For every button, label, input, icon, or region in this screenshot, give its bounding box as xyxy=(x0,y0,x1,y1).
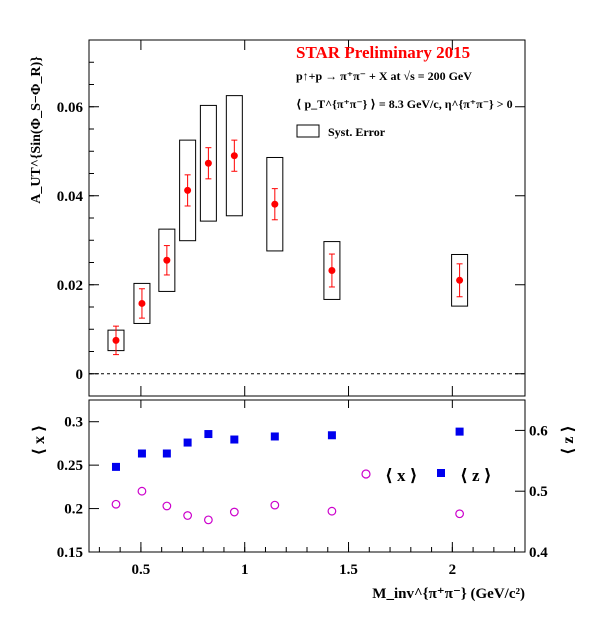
mean-z-point xyxy=(111,462,120,471)
x-tick-label: 2 xyxy=(449,562,457,578)
legend-syst-box xyxy=(296,124,320,138)
aut-data-point xyxy=(271,200,279,208)
aut-data-point xyxy=(112,336,120,344)
aut-data-point xyxy=(456,276,464,284)
legend-z-label: ⟨ z ⟩ xyxy=(460,466,492,485)
kinematics-annotation: ⟨ p_T^{π⁺π⁻} ⟩ = 8.3 GeV/c, η^{π⁺π⁻} > 0 xyxy=(296,97,513,111)
bottom-left-ytick-label: 0.3 xyxy=(64,415,83,431)
bottom-right-ytick-label: 0.6 xyxy=(529,423,548,439)
mean-x-point xyxy=(270,500,280,510)
syst-error-box xyxy=(323,241,341,300)
syst-error-box xyxy=(266,156,284,252)
mean-x-point xyxy=(111,499,121,509)
x-tick-label: 0.5 xyxy=(132,562,151,578)
mean-z-point xyxy=(204,430,213,439)
mean-x-point xyxy=(455,509,465,519)
syst-error-box xyxy=(179,139,197,242)
mean-z-point xyxy=(455,427,464,436)
bottom-left-ylabel: ⟨ x ⟩ xyxy=(31,425,48,456)
chart-title: STAR Preliminary 2015 xyxy=(296,43,470,62)
top-ytick-label: 0.02 xyxy=(57,278,83,294)
bottom-right-ytick-label: 0.5 xyxy=(529,484,548,500)
top-ytick-label: 0 xyxy=(76,367,84,383)
bottom-left-ytick-label: 0.25 xyxy=(57,458,83,474)
bottom-left-ytick-label: 0.2 xyxy=(64,502,83,518)
top-ytick-label: 0.04 xyxy=(57,189,84,205)
aut-data-point xyxy=(163,256,171,264)
mean-x-point xyxy=(162,501,172,511)
aut-data-point xyxy=(204,159,212,167)
mean-z-point xyxy=(183,438,192,447)
aut-data-point xyxy=(328,267,336,275)
mean-x-point xyxy=(137,486,147,496)
mean-z-point xyxy=(137,449,146,458)
syst-error-box xyxy=(451,253,469,307)
mean-z-point xyxy=(327,431,336,440)
mean-x-point xyxy=(229,507,239,517)
bottom-left-ytick-label: 0.15 xyxy=(57,545,83,561)
top-ylabel: A_UT^{Sin(Φ_S−Φ_R)} xyxy=(29,56,44,204)
bottom-right-ytick-label: 0.4 xyxy=(529,545,548,561)
aut-data-point xyxy=(138,299,146,307)
x-axis-label: M_inv^{π⁺π⁻} (GeV/c²) xyxy=(372,586,525,602)
syst-error-box xyxy=(133,282,151,324)
mean-z-point xyxy=(230,435,239,444)
x-tick-label: 1 xyxy=(241,562,249,578)
mean-z-point xyxy=(270,432,279,441)
legend-x-marker xyxy=(361,469,371,479)
legend-syst-label: Syst. Error xyxy=(328,125,386,139)
mean-x-point xyxy=(203,515,213,525)
legend-z-marker xyxy=(437,469,445,477)
top-ytick-label: 0.06 xyxy=(57,100,84,116)
bottom-right-ylabel: ⟨ z ⟩ xyxy=(560,425,577,455)
mean-x-point xyxy=(183,511,193,520)
x-tick-label: 1.5 xyxy=(339,562,358,578)
aut-data-point xyxy=(230,152,238,160)
syst-error-box xyxy=(199,104,217,222)
aut-data-point xyxy=(184,186,192,194)
syst-error-box xyxy=(158,228,176,292)
syst-error-box xyxy=(225,95,243,217)
reaction-annotation: p↑+p → π⁺π⁻ + X at √s = 200 GeV xyxy=(296,69,472,83)
mean-x-point xyxy=(327,506,337,516)
legend-x-label: ⟨ x ⟩ xyxy=(385,466,418,485)
mean-z-point xyxy=(162,449,171,458)
